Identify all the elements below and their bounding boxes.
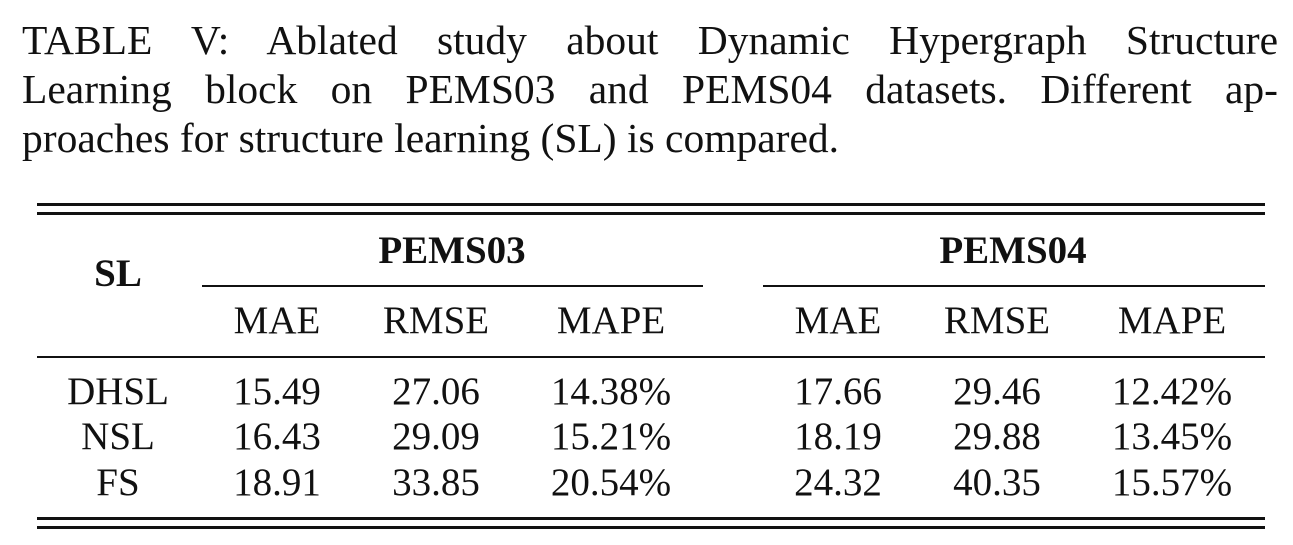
metric-header: MAPE xyxy=(556,299,666,342)
bottom-rule-2 xyxy=(37,526,1265,529)
table-cell: 12.42% xyxy=(1111,370,1233,413)
table-cell: 15.21% xyxy=(550,415,672,458)
table-cell: 20.54% xyxy=(550,461,672,504)
caption-line-2: Learning block on PEMS03 and PEMS04 data… xyxy=(22,66,1278,112)
mid-rule xyxy=(37,356,1265,358)
table-cell: 15.49 xyxy=(233,370,321,413)
group-rule-pems03 xyxy=(202,285,703,287)
table-cell: 13.45% xyxy=(1111,415,1233,458)
top-rule-2 xyxy=(37,212,1265,215)
group-header-pems03: PEMS03 xyxy=(378,229,526,272)
table-caption: TABLE V: Ablated study about Dynamic Hyp… xyxy=(22,16,1278,163)
table-cell: 29.46 xyxy=(953,370,1041,413)
table-row-name: NSL xyxy=(81,415,155,458)
table-cell: 29.09 xyxy=(392,415,480,458)
metric-header: RMSE xyxy=(943,299,1051,342)
table-cell: 33.85 xyxy=(392,461,480,504)
metric-header: MAE xyxy=(794,299,882,342)
table-row-name: DHSL xyxy=(67,370,169,413)
table-cell: 29.88 xyxy=(953,415,1041,458)
table-cell: 15.57% xyxy=(1111,461,1233,504)
table-cell: 18.19 xyxy=(794,415,882,458)
table-cell: 18.91 xyxy=(233,461,321,504)
table-cell: 24.32 xyxy=(794,461,882,504)
metric-header: MAE xyxy=(233,299,321,342)
caption-line-1: TABLE V: Ablated study about Dynamic Hyp… xyxy=(22,17,1278,63)
group-header-pems04: PEMS04 xyxy=(939,229,1087,272)
row-header-sl: SL xyxy=(94,252,142,295)
table-cell: 14.38% xyxy=(550,370,672,413)
table-row-name: FS xyxy=(96,461,140,504)
table-cell: 16.43 xyxy=(233,415,321,458)
bottom-rule-1 xyxy=(37,517,1265,520)
table-cell: 17.66 xyxy=(794,370,882,413)
metric-header: RMSE xyxy=(382,299,490,342)
table-cell: 40.35 xyxy=(953,461,1041,504)
top-rule-1 xyxy=(37,203,1265,206)
caption-line-3: proaches for structure learning (SL) is … xyxy=(22,115,840,161)
metric-header: MAPE xyxy=(1117,299,1227,342)
table-cell: 27.06 xyxy=(392,370,480,413)
group-rule-pems04 xyxy=(763,285,1265,287)
